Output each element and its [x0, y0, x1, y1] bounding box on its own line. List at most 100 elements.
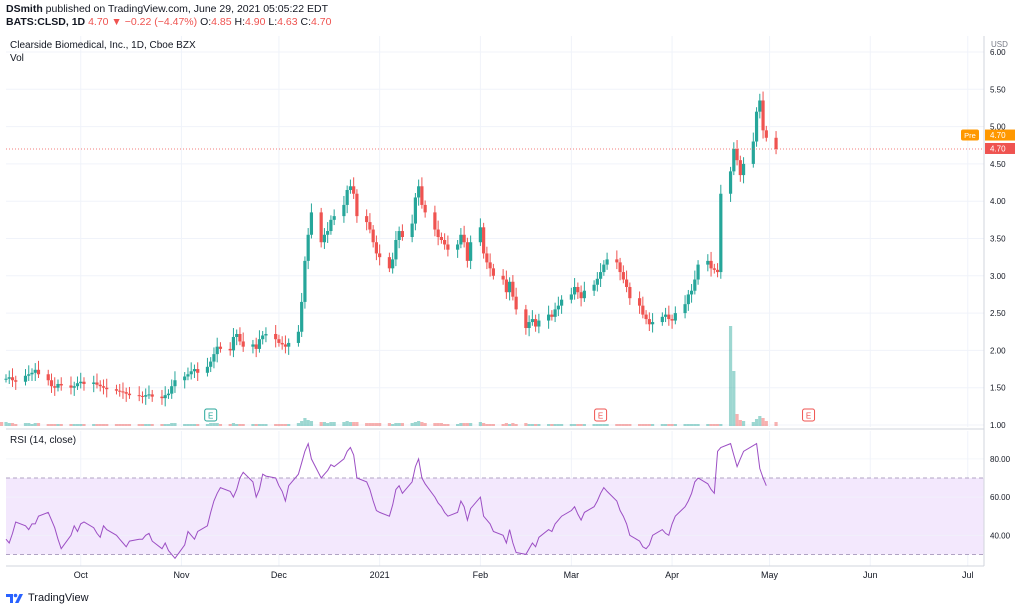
- volume-bar: [758, 416, 762, 426]
- volume-bar: [764, 421, 768, 426]
- candle-body: [306, 234, 310, 261]
- price-change: −0.22 (−4.47%): [124, 16, 198, 28]
- volume-bar: [728, 326, 733, 426]
- volume-bar: [345, 421, 349, 426]
- volume-bar: [72, 424, 76, 426]
- candle-body: [420, 186, 424, 205]
- volume-bar: [124, 424, 128, 426]
- candle-body: [689, 290, 694, 295]
- volume-bar: [598, 424, 603, 426]
- volume-bar: [394, 423, 398, 426]
- candle-body: [49, 380, 54, 387]
- candle-body: [732, 148, 736, 172]
- candle-body: [637, 298, 642, 306]
- symbol-name: BATS:CLSD, 1D: [6, 16, 86, 28]
- volume-bar: [576, 424, 580, 426]
- candle-body: [218, 346, 223, 349]
- volume-bar: [465, 423, 469, 426]
- volume-bar: [170, 423, 174, 426]
- volume-bar: [417, 421, 421, 426]
- price-axis-tick: 5.00: [990, 123, 1006, 132]
- candle-body: [598, 272, 603, 279]
- candle-body: [36, 369, 41, 375]
- volume-bar: [127, 424, 132, 426]
- candle-body: [166, 393, 171, 396]
- candle-body: [628, 286, 632, 299]
- volume-bar: [228, 424, 232, 426]
- candle-body: [374, 242, 379, 254]
- candle-body: [280, 342, 284, 345]
- volume-bar: [7, 423, 11, 426]
- volume-bar: [715, 424, 720, 426]
- rsi-axis-tick: 80.00: [990, 455, 1011, 464]
- candle-body: [758, 100, 762, 112]
- volume-bar: [160, 424, 164, 426]
- candle-body: [624, 279, 629, 287]
- volume-bar: [79, 424, 83, 426]
- candle-body: [621, 272, 625, 280]
- volume-bar: [683, 424, 687, 426]
- volume-bar: [488, 424, 492, 426]
- author-name[interactable]: DSmith: [6, 3, 43, 15]
- candle-body: [212, 354, 216, 362]
- high-label: H:: [234, 16, 246, 28]
- candle-body: [160, 396, 164, 399]
- volume-bar: [303, 418, 307, 426]
- volume-bar: [462, 423, 466, 426]
- candle-body: [75, 383, 80, 387]
- price-axis-tick: 4.00: [990, 197, 1006, 206]
- volume-bar: [46, 424, 50, 426]
- candle-body: [101, 386, 106, 388]
- candle-body: [741, 163, 746, 176]
- candle-body: [761, 100, 765, 131]
- candle-body: [348, 186, 353, 191]
- candle-body: [410, 223, 414, 238]
- candle-body: [436, 229, 440, 238]
- volume-bar: [621, 424, 625, 426]
- candle-body: [397, 231, 401, 240]
- candle-body: [205, 366, 210, 373]
- candle-body: [738, 160, 742, 176]
- volume-bar: [618, 424, 622, 426]
- volume-bar: [400, 423, 404, 426]
- volume-bar: [534, 424, 538, 426]
- candle-body: [644, 314, 648, 320]
- candle-body: [641, 305, 645, 315]
- volume-bar: [235, 424, 239, 426]
- volume-bar: [95, 424, 99, 426]
- pre-badge-label: Pre: [964, 131, 976, 140]
- volume-bar: [387, 423, 392, 426]
- earnings-marker: [802, 408, 816, 422]
- volume-bar: [660, 424, 664, 426]
- candle-body: [124, 392, 128, 394]
- candle-body: [650, 322, 655, 325]
- volume-bar: [751, 422, 755, 426]
- candle-body: [114, 389, 119, 391]
- x-axis-tick: Oct: [74, 570, 89, 580]
- volume-bar: [689, 424, 694, 426]
- volume-bar: [735, 414, 739, 426]
- price-axis-tick: 4.50: [990, 160, 1006, 169]
- volume-bar: [556, 424, 560, 426]
- candle-body: [728, 171, 733, 194]
- candle-body: [387, 257, 392, 269]
- volume-bar: [287, 424, 291, 426]
- candle-body: [550, 314, 554, 317]
- candle-body: [59, 383, 63, 386]
- volume-bar: [443, 424, 447, 426]
- volume-bar: [553, 424, 557, 426]
- volume-bar: [478, 422, 482, 426]
- volume-bar: [469, 423, 473, 426]
- last-price: 4.70: [88, 16, 109, 28]
- volume-bar: [410, 423, 414, 426]
- tradingview-footer[interactable]: TradingView: [6, 592, 89, 604]
- candle-body: [618, 262, 622, 273]
- chart-svg[interactable]: Oct Nov Dec 2021 Feb Mar Apr May Jun Jul 6.00 5.50 5…: [0, 0, 1024, 592]
- x-axis-tick: Jun: [863, 570, 878, 580]
- volume-bar: [283, 424, 288, 426]
- candle-body: [663, 314, 668, 317]
- volume-bar: [615, 424, 619, 426]
- volume-bar: [761, 418, 765, 426]
- volume-bar: [560, 424, 564, 426]
- volume-bar: [257, 424, 262, 426]
